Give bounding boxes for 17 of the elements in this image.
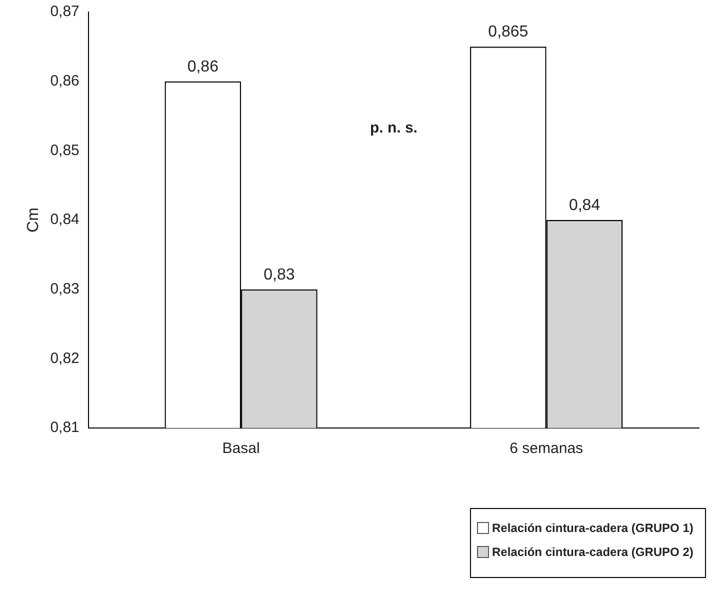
y-axis-title: Cm (25, 208, 42, 232)
y-tick-label: 0,84 (50, 211, 80, 228)
y-tick-label: 0,81 (50, 419, 80, 436)
data-label: 0,83 (264, 266, 295, 284)
y-tick-label: 0,83 (50, 280, 80, 298)
data-label: 0,84 (568, 197, 600, 214)
series-label: Relación cintura-cadera (GRUPO 1) (492, 521, 694, 535)
x-tick-label: 6 semanas (510, 440, 584, 458)
data-label: 0,86 (187, 58, 219, 76)
x-tick-label: Basal (222, 440, 260, 458)
y-tick-label: 0,87 (50, 3, 80, 20)
data-label: 0,865 (488, 24, 528, 41)
annotation: p. n. s. (370, 120, 418, 137)
y-tick-label: 0,82 (50, 350, 80, 367)
legend-label: Relación cintura-cadera (GRUPO 2) (492, 545, 694, 559)
y-tick-label: 0,86 (50, 72, 80, 90)
y-tick-label: 0,85 (50, 142, 80, 159)
